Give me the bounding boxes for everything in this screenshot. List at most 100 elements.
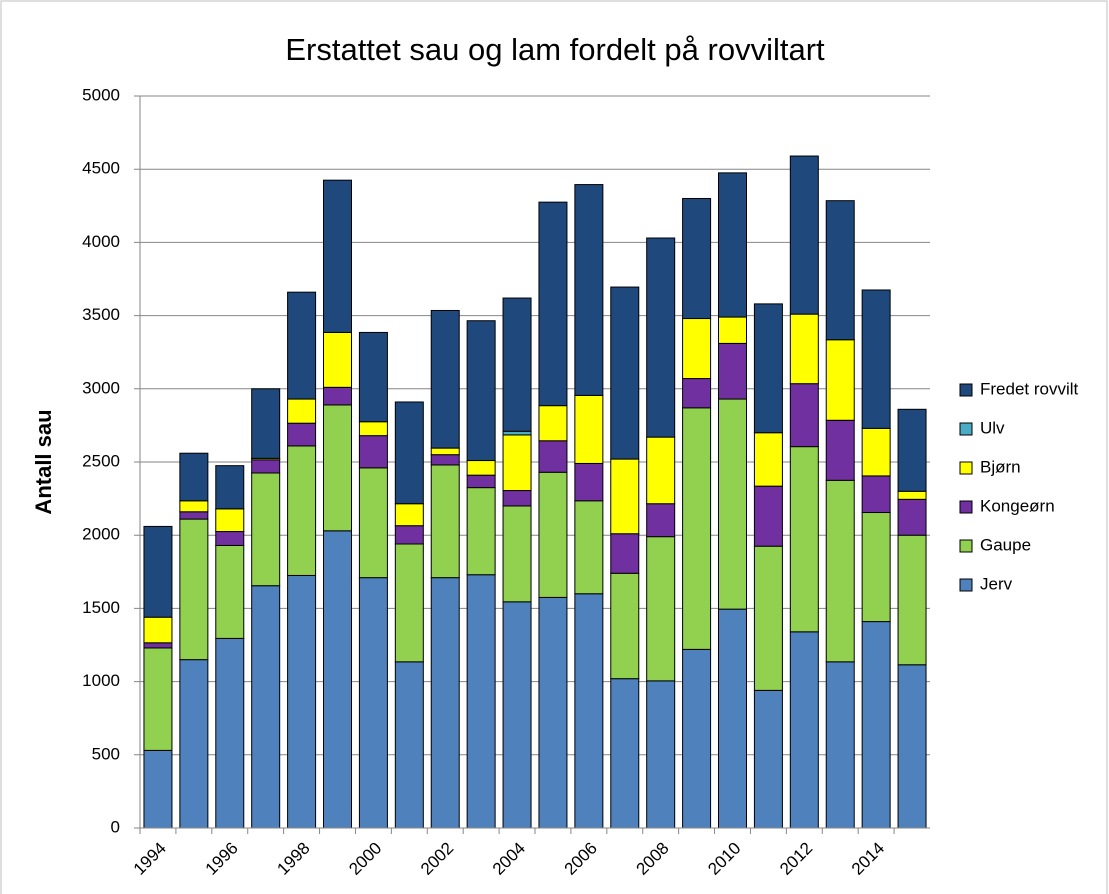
bar-segment bbox=[825, 200, 855, 341]
bar-segment bbox=[682, 378, 712, 409]
bar-segment bbox=[251, 388, 281, 459]
bar-segment bbox=[394, 543, 424, 663]
y-tick-label: 1000 bbox=[82, 671, 120, 690]
bar-segment bbox=[574, 500, 604, 595]
bar-segment bbox=[287, 398, 317, 424]
bar-segment bbox=[861, 289, 891, 429]
bar-segment bbox=[287, 574, 317, 829]
legend-swatch bbox=[959, 422, 973, 436]
bar-segment bbox=[538, 440, 568, 473]
bar-segment bbox=[287, 445, 317, 576]
bar-segment bbox=[825, 339, 855, 421]
bar-segment bbox=[789, 446, 819, 633]
bar-segment bbox=[861, 512, 891, 623]
bar-segment bbox=[574, 462, 604, 502]
bar-segment bbox=[323, 331, 352, 388]
bar-segment bbox=[646, 503, 676, 538]
bar-segment bbox=[789, 631, 819, 829]
bar-segment bbox=[646, 536, 676, 682]
legend-swatch bbox=[959, 578, 973, 592]
bar-segment bbox=[682, 318, 712, 380]
bar-segment bbox=[574, 593, 604, 829]
bar-segment bbox=[897, 408, 927, 492]
bar-segment bbox=[753, 303, 783, 434]
bar-segment bbox=[753, 485, 783, 547]
bar-segment bbox=[825, 419, 855, 481]
y-tick-label: 500 bbox=[92, 744, 120, 763]
bar-segment bbox=[502, 434, 532, 492]
bar-segment bbox=[718, 398, 747, 610]
bar-segment bbox=[143, 749, 173, 829]
bar-segment bbox=[323, 386, 352, 406]
bar-segment bbox=[179, 659, 209, 829]
bar-segment bbox=[215, 531, 245, 546]
y-tick-label: 4000 bbox=[82, 232, 120, 251]
bar-segment bbox=[466, 474, 496, 489]
y-tick-label: 0 bbox=[111, 817, 120, 836]
bar-segment bbox=[430, 577, 460, 829]
bar-segment bbox=[466, 460, 496, 476]
legend-label: Ulv bbox=[980, 418, 1005, 437]
bar-segment bbox=[789, 313, 819, 385]
bar-segment bbox=[143, 525, 173, 618]
bar-segment bbox=[251, 585, 281, 829]
bar-segment bbox=[430, 309, 460, 449]
bar-segment bbox=[430, 464, 460, 579]
bar-segment bbox=[753, 545, 783, 691]
legend-swatch bbox=[959, 383, 973, 397]
bar-segment bbox=[251, 472, 281, 587]
bar-segment bbox=[358, 435, 388, 469]
bar-segment bbox=[897, 534, 927, 666]
bar-segment bbox=[538, 201, 568, 407]
chart-title: Erstattet sau og lam fordelt på rovvilta… bbox=[285, 32, 825, 67]
bar-segment bbox=[179, 500, 209, 513]
bar-segment bbox=[323, 530, 352, 829]
legend-swatch bbox=[959, 461, 973, 475]
bar-segment bbox=[358, 577, 388, 829]
bar-segment bbox=[718, 342, 747, 400]
legend-label: Fredet rovvilt bbox=[980, 379, 1079, 398]
bar-segment bbox=[646, 680, 676, 829]
bar-segment bbox=[287, 422, 317, 447]
y-axis-label: Antall sau bbox=[31, 409, 56, 514]
bar-segment bbox=[861, 621, 891, 829]
bar-segment bbox=[430, 454, 460, 466]
bar-segment bbox=[287, 291, 317, 400]
bar-segment bbox=[502, 505, 532, 603]
y-tick-label: 3000 bbox=[82, 378, 120, 397]
bar-segment bbox=[825, 479, 855, 663]
bar-segment bbox=[394, 661, 424, 829]
bar-segment bbox=[215, 508, 245, 533]
bar-segment bbox=[466, 487, 496, 576]
bar-segment bbox=[394, 525, 424, 545]
y-tick-label: 5000 bbox=[82, 85, 120, 104]
bar-segment bbox=[179, 452, 209, 502]
bar-segment bbox=[574, 394, 604, 464]
bar-segment bbox=[861, 475, 891, 514]
bar-segment bbox=[502, 601, 532, 829]
bar-segment bbox=[718, 172, 747, 318]
bar-segment bbox=[502, 490, 532, 507]
bar-segment bbox=[682, 407, 712, 650]
legend-swatch bbox=[959, 539, 973, 553]
bar-segment bbox=[215, 465, 245, 510]
bar-segment bbox=[143, 647, 173, 751]
bar-segment bbox=[358, 467, 388, 579]
bar-segment bbox=[538, 596, 568, 829]
bar-segment bbox=[179, 511, 209, 520]
bar-segment bbox=[466, 574, 496, 829]
bar-segment bbox=[718, 316, 747, 344]
legend-label: Kongeørn bbox=[980, 496, 1055, 515]
bar-segment bbox=[358, 331, 388, 423]
bar-segment bbox=[538, 471, 568, 598]
bar-segment bbox=[753, 689, 783, 829]
y-tick-label: 3500 bbox=[82, 305, 120, 324]
bar-segment bbox=[251, 459, 281, 474]
y-tick-label: 1500 bbox=[82, 598, 120, 617]
bar-segment bbox=[215, 544, 245, 639]
bar-segment bbox=[610, 678, 640, 829]
bar-segment bbox=[897, 664, 927, 829]
bar-segment bbox=[610, 286, 640, 460]
bar-segment bbox=[394, 401, 424, 505]
bar-segment bbox=[143, 616, 173, 644]
